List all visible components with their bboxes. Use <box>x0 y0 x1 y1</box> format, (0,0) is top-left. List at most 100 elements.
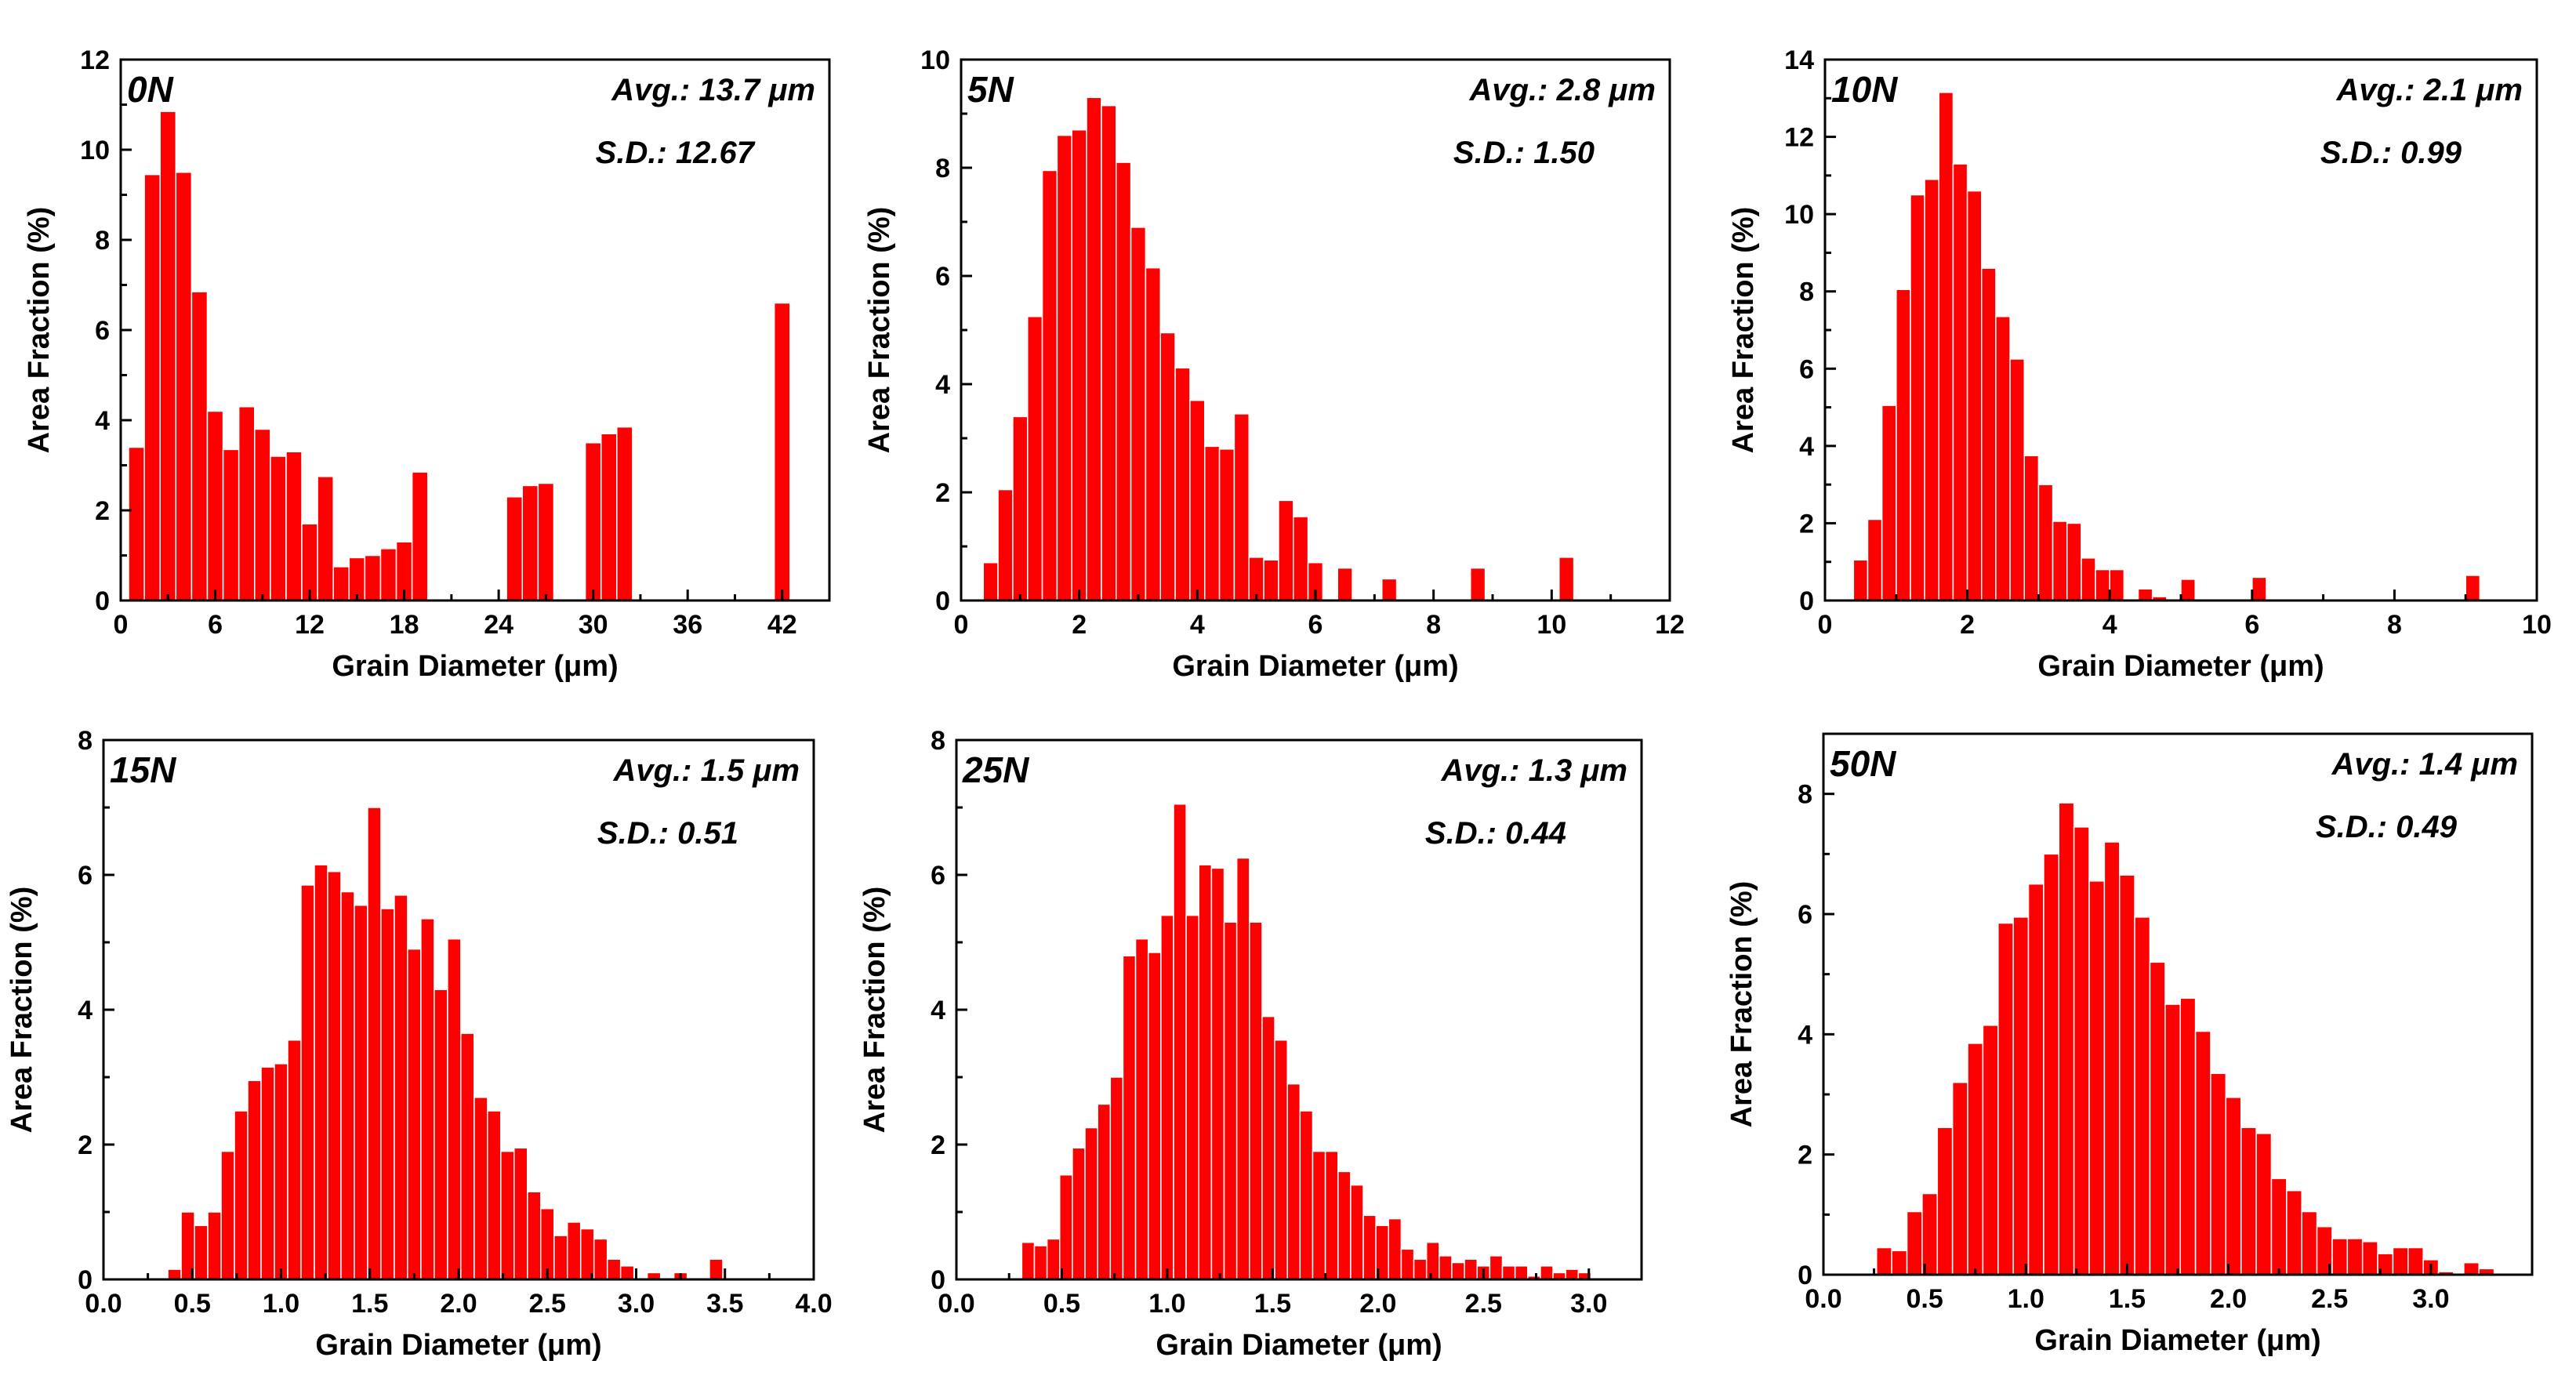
histogram-bar <box>190 291 209 601</box>
x-tick-label: 4.0 <box>795 1289 832 1319</box>
x-tick-label: 0.0 <box>1805 1284 1841 1314</box>
y-tick-label: 10 <box>80 136 110 165</box>
histogram-bar <box>2225 1097 2242 1275</box>
histogram-bar <box>407 948 422 1280</box>
x-tick-label: 2.5 <box>2311 1284 2348 1314</box>
y-axis-title: Area Fraction (%) <box>1727 207 1760 454</box>
histogram-bar <box>2095 568 2110 601</box>
histogram-bar <box>2180 579 2196 601</box>
histogram-bar <box>2109 568 2125 601</box>
y-tick-label: 8 <box>935 154 950 183</box>
histogram-bar <box>1982 1025 1999 1275</box>
histogram-bar <box>527 1191 542 1280</box>
histogram-bar <box>254 428 271 601</box>
histogram-bar <box>1439 1255 1453 1280</box>
histogram-bar <box>364 554 382 601</box>
avg-annotation: Avg.: 2.1 μm <box>2335 73 2523 107</box>
x-tick-label: 0.5 <box>1907 1284 1943 1314</box>
histogram-bar <box>1189 399 1206 601</box>
histogram-bar <box>1249 921 1263 1280</box>
histogram-bar <box>1293 516 1309 601</box>
x-tick-label: 12 <box>1655 610 1685 640</box>
histogram-bar <box>1565 1268 1580 1280</box>
histogram-bar <box>2463 1261 2480 1275</box>
x-tick-label: 24 <box>484 610 513 640</box>
histogram-bar <box>1059 1174 1073 1280</box>
histogram-bar <box>2465 575 2481 601</box>
y-tick-label: 10 <box>1784 200 1814 230</box>
histogram-bar <box>1470 567 1486 601</box>
y-tick-label: 12 <box>1784 123 1814 153</box>
x-tick-label: 2 <box>1072 610 1087 640</box>
sd-annotation: S.D.: 1.50 <box>1453 136 1595 170</box>
y-tick-label: 2 <box>1798 1141 1812 1170</box>
x-axis-title: Grain Diameter (μm) <box>332 650 618 683</box>
x-tick-label: 0.0 <box>938 1289 974 1319</box>
x-tick-label: 10 <box>2522 610 2552 640</box>
histogram-bar <box>1223 921 1238 1280</box>
histogram-bar <box>2164 1003 2181 1275</box>
histogram-bar <box>354 904 368 1280</box>
histogram-bar <box>447 938 462 1280</box>
histogram-bar <box>773 302 791 601</box>
sd-annotation: S.D.: 0.51 <box>597 816 738 851</box>
histogram-bar <box>1910 194 1925 601</box>
histogram-bar <box>1130 227 1147 601</box>
histogram-bar <box>380 908 395 1280</box>
x-tick-label: 10 <box>1537 610 1566 640</box>
histogram-bar <box>1350 1184 1364 1280</box>
y-tick-label: 4 <box>935 370 950 400</box>
histogram-bar <box>2103 841 2121 1275</box>
y-tick-label: 4 <box>1798 1020 1812 1050</box>
histogram-bar <box>600 433 618 601</box>
x-axis-title: Grain Diameter (μm) <box>1172 650 1458 683</box>
histogram-bar <box>167 1268 182 1280</box>
histogram-bar <box>1147 952 1162 1280</box>
x-tick-label: 42 <box>767 610 797 640</box>
y-tick-label: 0 <box>1799 586 1814 616</box>
x-tick-label: 1.5 <box>1254 1289 1291 1319</box>
histogram-bar <box>1278 499 1294 601</box>
histogram-bar <box>2137 588 2153 601</box>
histogram-bar <box>1274 1039 1288 1280</box>
histogram-bar <box>1852 559 1869 601</box>
histogram-bar <box>317 476 334 601</box>
histogram-bar <box>566 1221 582 1280</box>
histogram-bar <box>1362 1214 1377 1280</box>
histogram-bar <box>206 410 224 601</box>
panel-label: 5N <box>967 69 1014 110</box>
y-tick-label: 4 <box>931 996 945 1025</box>
y-tick-label: 14 <box>1784 45 1814 75</box>
x-tick-label: 6 <box>208 610 223 640</box>
histogram-bar <box>2255 1133 2273 1275</box>
x-tick-label: 1.0 <box>2008 1284 2044 1314</box>
histogram-bar <box>1966 190 1983 601</box>
histogram-bar <box>238 406 256 601</box>
histogram-bar <box>709 1258 724 1280</box>
histogram-bar <box>1891 1250 1908 1275</box>
histogram-bar <box>2210 1072 2227 1275</box>
histogram-bar <box>1324 1150 1339 1280</box>
histogram-bar <box>616 426 633 601</box>
y-tick-label: 6 <box>1798 900 1812 930</box>
x-axis-title: Grain Diameter (μm) <box>315 1329 601 1362</box>
histogram-bar <box>220 1150 235 1280</box>
sd-annotation: S.D.: 0.99 <box>2320 136 2462 170</box>
y-axis-title: Area Fraction (%) <box>23 207 56 454</box>
histogram-bar <box>1145 267 1161 601</box>
histogram-bar <box>2023 455 2040 601</box>
histogram-bar <box>1451 1261 1465 1280</box>
x-tick-label: 6 <box>1308 610 1323 640</box>
y-tick-label: 0 <box>78 1265 93 1295</box>
histogram-bar <box>2037 484 2054 601</box>
panel-label: 50N <box>1830 743 1896 784</box>
histogram-bar <box>1997 922 2014 1275</box>
histogram-bar <box>1218 448 1235 601</box>
histogram-bar <box>1337 1170 1351 1280</box>
x-tick-label: 3.0 <box>2412 1284 2449 1314</box>
y-tick-label: 4 <box>1799 432 1814 462</box>
histogram-bar <box>274 1063 288 1280</box>
y-axis-title: Area Fraction (%) <box>5 887 38 1134</box>
histogram-bar <box>1159 332 1176 601</box>
x-tick-label: 4 <box>2103 610 2117 640</box>
